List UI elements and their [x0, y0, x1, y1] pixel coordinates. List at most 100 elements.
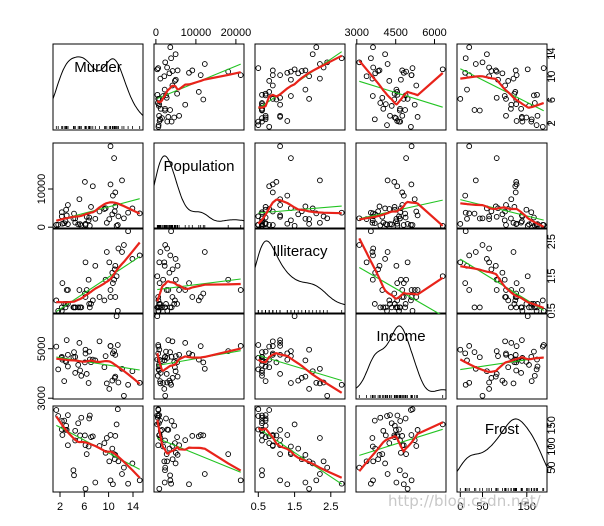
data-point — [277, 72, 283, 78]
data-point — [540, 307, 547, 314]
data-point — [457, 259, 464, 266]
data-point — [269, 338, 276, 345]
data-point — [172, 78, 178, 84]
data-point — [399, 67, 406, 74]
data-point — [125, 480, 131, 487]
data-point — [513, 179, 520, 185]
data-point — [457, 221, 464, 227]
data-point — [377, 304, 384, 311]
tick-label-left-income: 5000 — [36, 336, 48, 360]
data-point — [61, 417, 68, 424]
data-point — [237, 477, 244, 484]
data-point — [528, 116, 535, 123]
data-point — [259, 472, 265, 479]
data-point — [291, 313, 298, 320]
data-point — [269, 67, 276, 74]
panel-frame-frost-income — [355, 405, 447, 493]
data-point — [512, 352, 519, 358]
data-point — [167, 252, 174, 259]
data-point — [255, 366, 262, 373]
data-point — [396, 107, 403, 114]
smoother-line — [460, 202, 545, 228]
data-point — [273, 359, 280, 366]
linear-fit-line — [56, 356, 140, 371]
data-point — [171, 422, 178, 429]
data-point — [61, 378, 68, 384]
data-point — [59, 432, 66, 438]
variable-label-murder: Murder — [74, 59, 122, 76]
data-point — [377, 414, 384, 421]
data-point — [288, 93, 294, 99]
panel-frame-population-frost — [456, 142, 548, 230]
data-point — [391, 179, 398, 185]
data-point — [266, 343, 273, 350]
panel-frame-population-income — [355, 142, 447, 230]
data-point — [501, 217, 508, 224]
data-point — [157, 304, 164, 311]
data-point — [462, 209, 469, 216]
data-point — [397, 118, 404, 125]
data-point — [503, 222, 509, 228]
smoother-line — [459, 356, 544, 373]
panel-frame-income-population — [153, 312, 245, 400]
data-point — [162, 59, 169, 66]
data-point — [519, 337, 525, 343]
data-point — [539, 123, 546, 130]
data-point — [259, 418, 265, 424]
data-point — [414, 212, 421, 219]
data-point — [505, 364, 512, 371]
panel-population-vs-illiteracy — [255, 143, 345, 229]
data-point — [262, 114, 269, 121]
data-point — [168, 55, 174, 62]
panel-frost-vs-income — [356, 406, 446, 492]
data-point — [479, 215, 486, 222]
smoother-line — [460, 265, 545, 309]
data-point — [259, 372, 265, 379]
data-point — [384, 249, 391, 255]
data-point — [262, 348, 269, 355]
data-point — [302, 215, 309, 222]
data-point — [393, 262, 400, 269]
data-point — [377, 222, 384, 229]
data-point — [302, 86, 309, 93]
data-point — [161, 458, 168, 465]
data-point — [439, 222, 446, 229]
data-point — [273, 432, 280, 439]
data-point — [369, 219, 376, 226]
data-point — [414, 427, 421, 433]
tick-label-bottom-frost: 0 — [457, 501, 463, 513]
data-point — [189, 433, 196, 439]
data-point — [169, 266, 176, 273]
data-point — [519, 118, 526, 125]
data-point — [394, 304, 401, 311]
data-point — [182, 287, 189, 293]
data-point — [75, 420, 82, 427]
data-point — [317, 219, 323, 226]
data-point — [387, 412, 393, 418]
tick-label-right-frost: 100 — [546, 437, 558, 455]
data-point — [402, 214, 409, 221]
data-point — [476, 107, 483, 114]
data-point — [259, 91, 265, 98]
data-point — [462, 381, 469, 388]
data-point — [513, 118, 520, 124]
data-point — [284, 118, 291, 124]
data-point — [201, 249, 208, 255]
data-point — [83, 451, 90, 457]
data-point — [167, 107, 173, 113]
data-point — [65, 363, 71, 370]
tick-label-top-population: 0 — [153, 27, 159, 39]
data-point — [306, 485, 312, 492]
data-point — [82, 259, 89, 266]
data-point — [388, 304, 395, 311]
data-point — [466, 210, 473, 217]
data-point — [164, 64, 170, 71]
data-point — [379, 451, 386, 457]
data-point — [136, 252, 143, 259]
data-point — [62, 427, 69, 433]
data-point — [513, 367, 520, 374]
data-point — [113, 421, 120, 428]
data-point — [86, 222, 93, 229]
data-point — [174, 373, 181, 380]
data-point — [408, 181, 415, 188]
